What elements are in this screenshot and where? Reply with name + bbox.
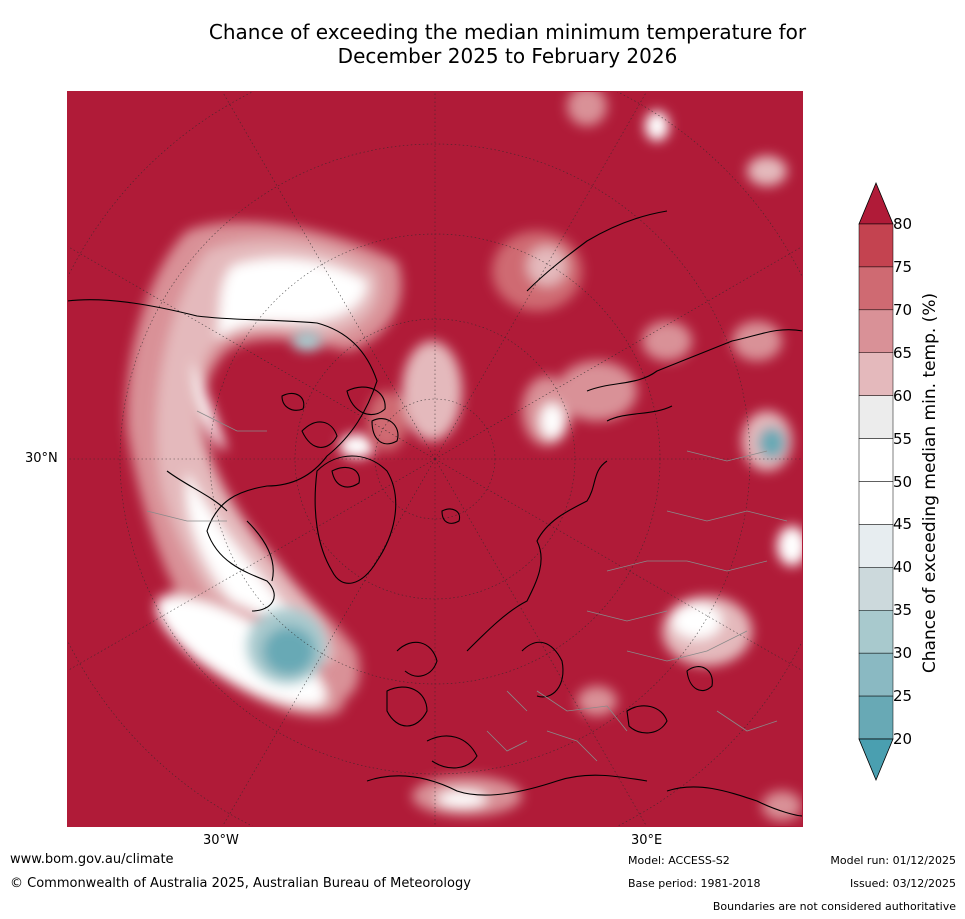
colorbar-tick-30: 30 <box>893 644 913 663</box>
colorbar-tick-40: 40 <box>893 558 913 577</box>
colorbar-tick-45: 45 <box>893 515 913 534</box>
title-line-2: December 2025 to February 2026 <box>337 44 678 68</box>
colorbar-tick-60: 60 <box>893 386 913 405</box>
country-borders <box>146 410 788 762</box>
footer-model-run: Model run: 01/12/2025 <box>830 854 956 867</box>
colorbar-band-60-55 <box>858 395 894 439</box>
coastlines <box>67 210 803 817</box>
colorbar-tick-65: 65 <box>893 343 913 362</box>
colorbar-band-25-20 <box>858 695 894 740</box>
map-svg <box>67 91 803 827</box>
title-line-1: Chance of exceeding the median minimum t… <box>208 20 807 44</box>
colorbar-band-65-60 <box>858 352 894 396</box>
footer-website: www.bom.gov.au/climate <box>10 852 174 867</box>
chart-title: Chance of exceeding the median minimum t… <box>100 20 915 68</box>
footer-base-period: Base period: 1981-2018 <box>628 877 761 890</box>
colorbar-bands <box>858 223 894 740</box>
colorbar-tick-75: 75 <box>893 257 913 276</box>
colorbar-arrow-low <box>858 738 894 782</box>
colorbar-tick-80: 80 <box>893 215 913 233</box>
colorbar <box>858 181 894 782</box>
colorbar-band-80-75 <box>858 223 894 268</box>
footer-copyright: © Commonwealth of Australia 2025, Austra… <box>10 876 471 891</box>
footer-disclaimer: Boundaries are not considered authoritat… <box>712 900 956 913</box>
colorbar-band-55-50 <box>858 438 894 482</box>
colorbar-tick-55: 55 <box>893 429 913 448</box>
map-panel <box>67 91 803 827</box>
probability-patches <box>126 91 803 821</box>
colorbar-arrow-high <box>858 181 894 225</box>
colorbar-band-50-45 <box>858 481 894 525</box>
colorbar-tick-20: 20 <box>893 730 913 748</box>
graticule <box>67 91 803 827</box>
colorbar-band-40-35 <box>858 567 894 611</box>
colorbar-tick-35: 35 <box>893 601 913 620</box>
colorbar-band-70-65 <box>858 309 894 353</box>
colorbar-tick-50: 50 <box>893 472 913 491</box>
colorbar-band-45-40 <box>858 524 894 568</box>
map-frame <box>67 91 803 827</box>
colorbar-band-35-30 <box>858 610 894 654</box>
lon-label-30e: 30°E <box>631 833 663 848</box>
footer-model: Model: ACCESS-S2 <box>628 854 730 867</box>
colorbar-tick-70: 70 <box>893 300 913 319</box>
lat-label-30n: 30°N <box>25 451 58 466</box>
lon-label-30w: 30°W <box>203 833 239 848</box>
footer-issued: Issued: 03/12/2025 <box>849 877 956 890</box>
colorbar-tick-25: 25 <box>893 687 913 706</box>
colorbar-band-75-70 <box>858 266 894 311</box>
colorbar-band-30-25 <box>858 652 894 697</box>
